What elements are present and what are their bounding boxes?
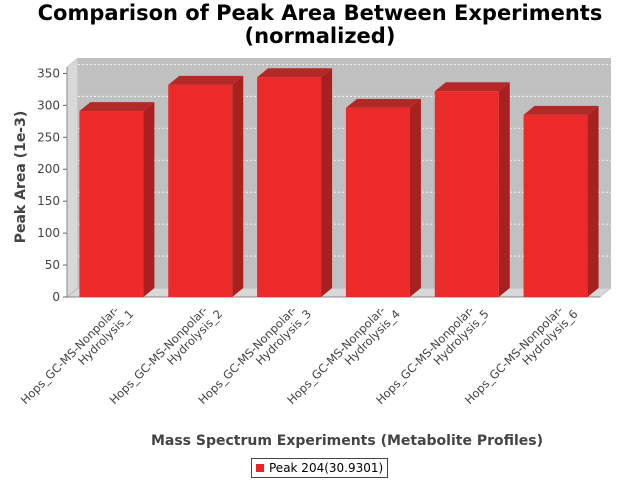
bar-top — [523, 105, 599, 115]
legend-swatch — [256, 464, 264, 472]
bar-side — [232, 75, 244, 297]
legend-label: Peak 204(30.9301) — [269, 461, 384, 475]
bar — [434, 91, 499, 298]
bar-top — [168, 75, 244, 85]
bar-top — [257, 68, 333, 78]
bar-top — [345, 98, 421, 108]
x-tick-label-line: Hops_GC-MS-Nonpolar- — [18, 303, 122, 407]
bar-top — [79, 102, 155, 112]
bar-side — [587, 105, 599, 298]
bar — [168, 84, 233, 297]
chart-title: Comparison of Peak Area Between Experime… — [0, 2, 640, 48]
left-wall — [66, 57, 79, 298]
y-tick-label: 200 — [37, 162, 60, 176]
y-tick-label: 50 — [45, 258, 60, 272]
y-tick-label: 100 — [37, 226, 60, 240]
bar-side — [498, 82, 510, 298]
chart-title-line-2: (normalized) — [244, 24, 396, 48]
legend: Peak 204(30.9301) — [251, 458, 389, 478]
y-tick-label: 150 — [37, 194, 60, 208]
bar — [79, 111, 144, 297]
bar — [257, 77, 322, 297]
bar — [523, 114, 588, 298]
bar-side — [321, 68, 333, 297]
bar-side — [409, 98, 421, 297]
y-tick-label: 300 — [37, 98, 60, 112]
bar-top — [434, 82, 510, 92]
bar — [345, 107, 410, 297]
y-tick-label: 250 — [37, 130, 60, 144]
y-tick-label: 0 — [52, 290, 60, 304]
y-axis-label: Peak Area (1e-3) — [13, 111, 29, 244]
chart-title-line-1: Comparison of Peak Area Between Experime… — [37, 1, 603, 25]
bar-side — [143, 102, 155, 297]
y-tick-label: 350 — [37, 66, 60, 80]
x-axis-label: Mass Spectrum Experiments (Metabolite Pr… — [151, 433, 543, 449]
